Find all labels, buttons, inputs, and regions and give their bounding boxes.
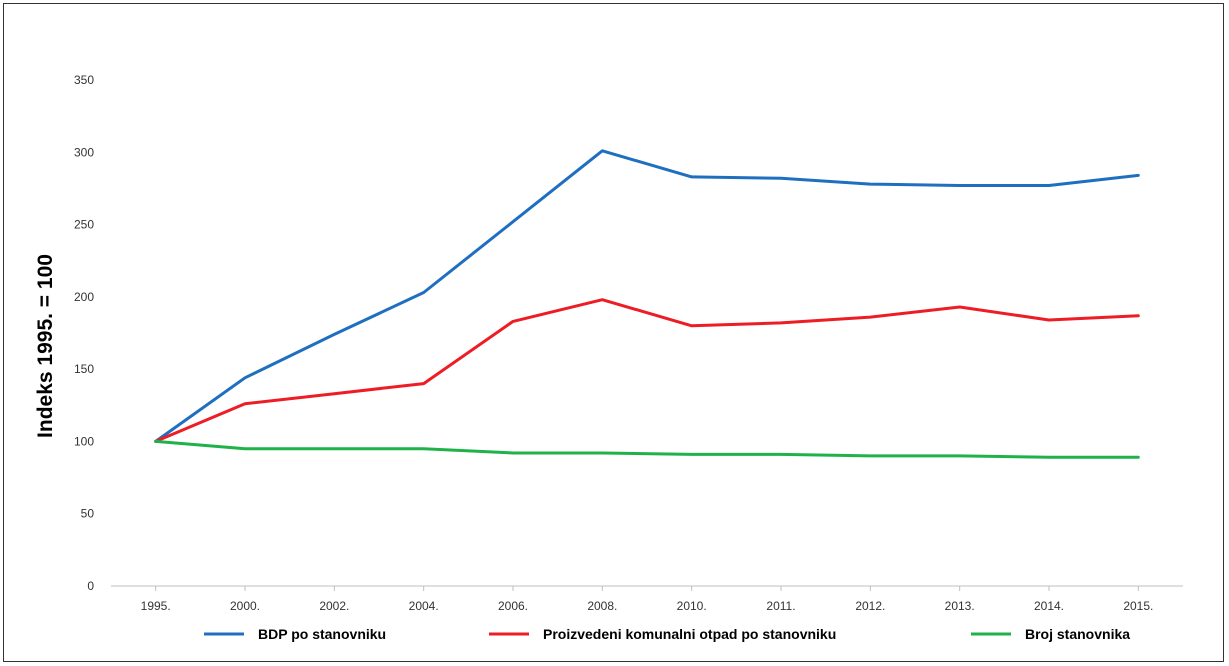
y-tick-label: 50 (81, 507, 95, 521)
x-tick-label: 2011. (766, 599, 795, 613)
axes: 0 50 100 150 200 250 300 350 1995. 2000. 2002. 2004… (74, 73, 1183, 613)
x-tick-label: 1995. (141, 599, 171, 613)
legend-label: Broj stanovnika (1025, 626, 1130, 642)
x-tick-label: 2006. (498, 599, 528, 613)
y-tick-label: 300 (74, 145, 94, 159)
series-line-1 (154, 149, 1140, 443)
x-tick-label: 2008. (587, 599, 617, 613)
y-tick-label: 150 (74, 362, 94, 376)
y-tick-label: 250 (74, 218, 94, 232)
legend-label: BDP po stanovniku (258, 626, 386, 642)
legend-label: Proizvedeni komunalni otpad po stanovnik… (543, 626, 836, 642)
y-tick-label: 100 (74, 434, 94, 448)
series-line-2 (154, 298, 1140, 443)
legend: BDP po stanovniku Proizvedeni komunalni o… (204, 626, 1130, 642)
x-tick-label: 2013. (945, 599, 975, 613)
y-axis-label: Indeks 1995. = 100 (34, 254, 57, 438)
y-tick-label: 0 (87, 579, 94, 593)
x-tick-label: 2010. (677, 599, 707, 613)
x-tick-label: 2015. (1123, 599, 1153, 613)
chart-frame (3, 3, 1224, 662)
y-tick-label: 350 (74, 73, 94, 87)
x-tick-label: 2002. (319, 599, 349, 613)
x-tick-label: 2004. (409, 599, 439, 613)
x-tick-label: 2012. (855, 599, 885, 613)
y-tick-label: 200 (74, 290, 94, 304)
series-lines (154, 149, 1140, 459)
x-tick-label: 2000. (230, 599, 260, 613)
x-tick-label: 2014. (1034, 599, 1064, 613)
series-line-3 (154, 439, 1140, 459)
